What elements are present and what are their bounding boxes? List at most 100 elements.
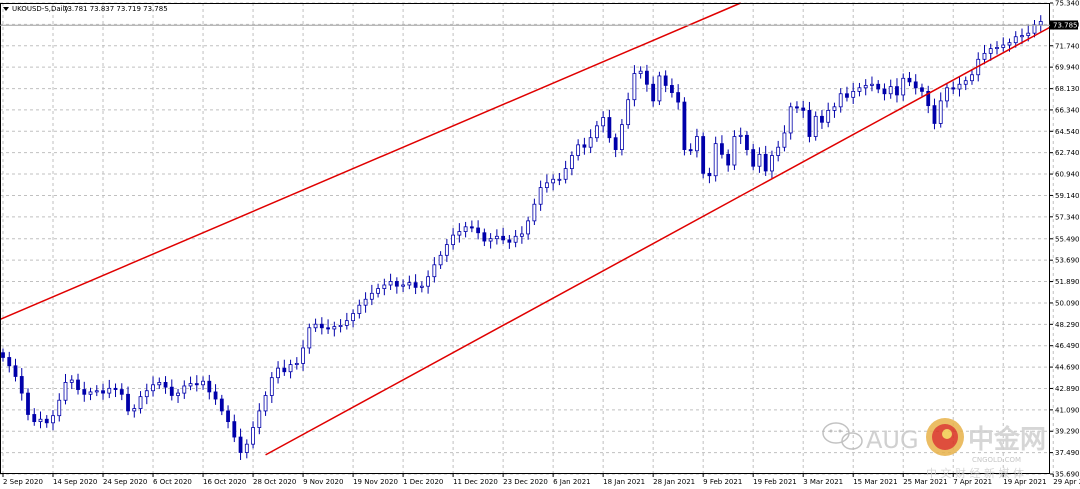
- candle: [338, 319, 343, 333]
- candle: [151, 376, 155, 397]
- price-axis[interactable]: 75.34073.54071.74069.94068.13066.34064.5…: [1050, 0, 1080, 479]
- candle: [888, 79, 893, 99]
- candle: [176, 388, 180, 403]
- candle: [244, 439, 249, 459]
- wechat-icon: [822, 422, 863, 450]
- candle: [938, 92, 943, 128]
- candle: [757, 147, 762, 173]
- candle: [807, 101, 812, 143]
- candle: [144, 383, 149, 405]
- candle: [913, 74, 918, 95]
- candle: [745, 131, 749, 156]
- candle: [738, 127, 743, 145]
- candle: [363, 292, 368, 313]
- candle: [476, 220, 481, 240]
- x-tick-label: 1 Dec 2020: [403, 478, 443, 486]
- candle: [619, 119, 624, 156]
- candle: [213, 384, 218, 405]
- y-tick-label: 55.490: [1055, 235, 1080, 243]
- candle: [482, 228, 487, 247]
- trend-channel: [0, 2, 1051, 456]
- y-tick-label: 68.130: [1055, 85, 1080, 93]
- candle: [1013, 31, 1018, 48]
- chevron-down-icon[interactable]: [3, 7, 9, 11]
- x-tick-label: 19 Nov 2020: [353, 478, 398, 486]
- candle: [544, 174, 549, 193]
- candle: [413, 274, 418, 295]
- time-axis[interactable]: 2 Sep 2020 14 Sep 2020 24 Sep 2020 6 Oct 20…: [2, 474, 1080, 486]
- watermark: AUG 中金网 CNGOLD.COM 中 文 财 经 新 媒 体: [822, 418, 1046, 480]
- candle: [226, 405, 230, 429]
- candle: [419, 281, 424, 293]
- candle: [182, 380, 187, 399]
- y-tick-label: 44.690: [1055, 364, 1080, 372]
- candle: [194, 375, 199, 392]
- y-tick-label: 37.490: [1055, 449, 1080, 457]
- y-tick-label: 69.940: [1055, 64, 1080, 72]
- candle: [157, 377, 162, 389]
- candle: [863, 79, 868, 96]
- x-tick-label: 29 Apr 2021: [1053, 478, 1080, 486]
- candle: [670, 78, 674, 98]
- ohlc-readout: 73.781 73.837 73.719 73.785: [63, 5, 168, 13]
- candle: [663, 70, 668, 93]
- y-tick-label: 50.090: [1055, 299, 1080, 307]
- candle: [201, 376, 205, 390]
- x-tick-label: 6 Jan 2021: [553, 478, 591, 486]
- candle: [957, 76, 962, 97]
- candle: [407, 275, 412, 290]
- x-tick-label: 28 Jan 2021: [653, 478, 695, 486]
- candle: [707, 167, 712, 184]
- candle: [126, 386, 130, 416]
- x-tick-label: 28 Oct 2020: [253, 478, 296, 486]
- candle: [569, 151, 574, 176]
- watermark-cn: 中金网: [968, 424, 1046, 455]
- candle: [263, 391, 268, 416]
- candle: [444, 239, 449, 262]
- watermark-site: CNGOLD.COM: [972, 456, 1021, 464]
- candle: [426, 270, 431, 294]
- candle: [26, 388, 30, 421]
- candle: [820, 110, 824, 129]
- candle: [269, 372, 274, 403]
- candle: [870, 76, 874, 92]
- x-tick-label: 2 Sep 2020: [3, 478, 43, 486]
- candle: [876, 80, 881, 94]
- candle: [832, 102, 837, 118]
- candle: [776, 140, 781, 162]
- candle: [107, 379, 112, 399]
- candle: [726, 149, 731, 172]
- candle: [988, 43, 993, 61]
- candle: [63, 373, 68, 405]
- candle: [138, 391, 143, 414]
- candle: [995, 41, 999, 55]
- candle: [382, 278, 387, 296]
- y-tick-label: 62.740: [1055, 149, 1080, 157]
- channel-upper-line[interactable]: [0, 2, 741, 321]
- candle: [326, 319, 330, 334]
- x-tick-label: 16 Oct 2020: [203, 478, 246, 486]
- candle: [469, 220, 474, 233]
- candle: [357, 299, 362, 319]
- candle: [288, 359, 293, 379]
- current-price-label: 73.785: [1053, 22, 1078, 30]
- candle: [32, 408, 37, 426]
- channel-lower-line[interactable]: [265, 26, 1051, 456]
- candle: [845, 86, 849, 102]
- candle: [782, 125, 787, 152]
- candle: [132, 404, 137, 418]
- candle: [951, 81, 956, 94]
- candle: [588, 129, 593, 154]
- candle: [770, 150, 774, 179]
- candle: [657, 71, 662, 106]
- candle: [645, 64, 649, 92]
- candle: [44, 415, 49, 428]
- candles: [1, 15, 1043, 460]
- chart-header: UKOUSD-S,Daily 73.781 73.837 73.719 73.7…: [3, 5, 168, 13]
- x-tick-label: 25 Mar 2021: [903, 478, 947, 486]
- y-tick-label: 64.540: [1055, 128, 1080, 136]
- candle: [51, 410, 55, 431]
- candle: [795, 101, 799, 113]
- candle: [113, 383, 118, 398]
